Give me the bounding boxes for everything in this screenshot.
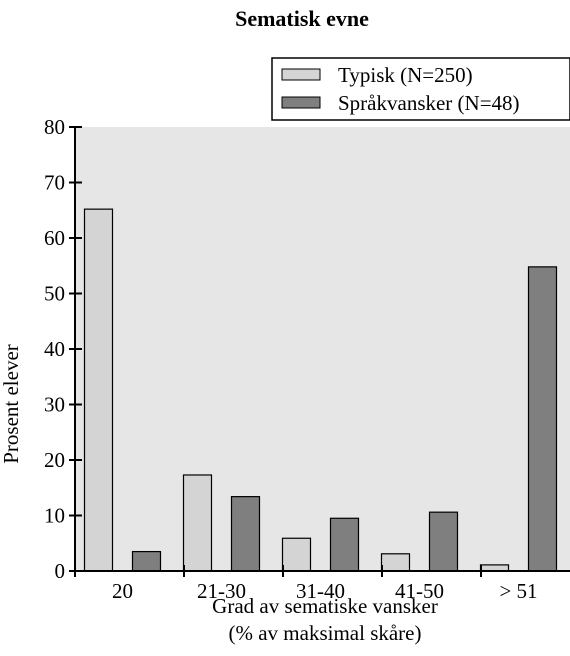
bar-typisk-n-250-41-50 [380, 553, 411, 572]
x-tick-label-41-50: 41-50 [395, 579, 444, 603]
y-tick-label-50: 50 [44, 282, 65, 306]
legend-swatch-typisk [281, 68, 321, 81]
legend: Typisk (N=250) Språkvansker (N=48) [271, 57, 570, 121]
legend-box [271, 57, 570, 121]
bar-spr-kvansker-n-48-51 [527, 266, 558, 572]
bar-typisk-n-250-21-30 [182, 474, 213, 572]
y-tick-label-70: 70 [44, 171, 65, 195]
bar-typisk-n-250-31-40 [281, 537, 312, 572]
legend-label-typisk: Typisk (N=250) [338, 63, 473, 87]
x-axis-label-line-2: (% av maksimal skåre) [228, 621, 421, 645]
y-axis-label: Prosent elever [0, 344, 23, 464]
y-tick-label-10: 10 [44, 504, 65, 528]
x-axis-label-line-1: Grad av sematiske vansker [212, 594, 438, 618]
bar-spr-kvansker-n-48-21-30 [230, 496, 261, 572]
plot-area [75, 127, 570, 571]
y-tick-label-60: 60 [44, 226, 65, 250]
bar-spr-kvansker-n-48-31-40 [329, 517, 360, 572]
chart-title: Sematisk evne [235, 6, 369, 31]
x-tick-label-21-30: 21-30 [197, 579, 246, 603]
x-axis: 20 21-30 31-40 41-50 > 51 [74, 565, 570, 603]
legend-label-sprakvansker: Språkvansker (N=48) [338, 91, 520, 115]
y-tick-label-20: 20 [44, 448, 65, 472]
bar-spr-kvansker-n-48-41-50 [428, 511, 459, 572]
bar-spr-kvansker-n-48-20 [131, 550, 162, 572]
legend-swatch-sprakvansker [281, 96, 321, 109]
x-tick-label-20: 20 [112, 579, 133, 603]
x-tick-label-51: > 51 [499, 579, 537, 603]
y-tick-label-40: 40 [44, 337, 65, 361]
bar-group [83, 208, 558, 572]
bar-typisk-n-250-20 [83, 208, 114, 572]
y-tick-label-0: 0 [55, 559, 66, 583]
y-tick-label-80: 80 [44, 115, 65, 139]
x-tick-label-31-40: 31-40 [296, 579, 345, 603]
y-axis: 0 10 20 30 40 50 60 70 80 [44, 115, 82, 583]
y-tick-label-30: 30 [44, 393, 65, 417]
